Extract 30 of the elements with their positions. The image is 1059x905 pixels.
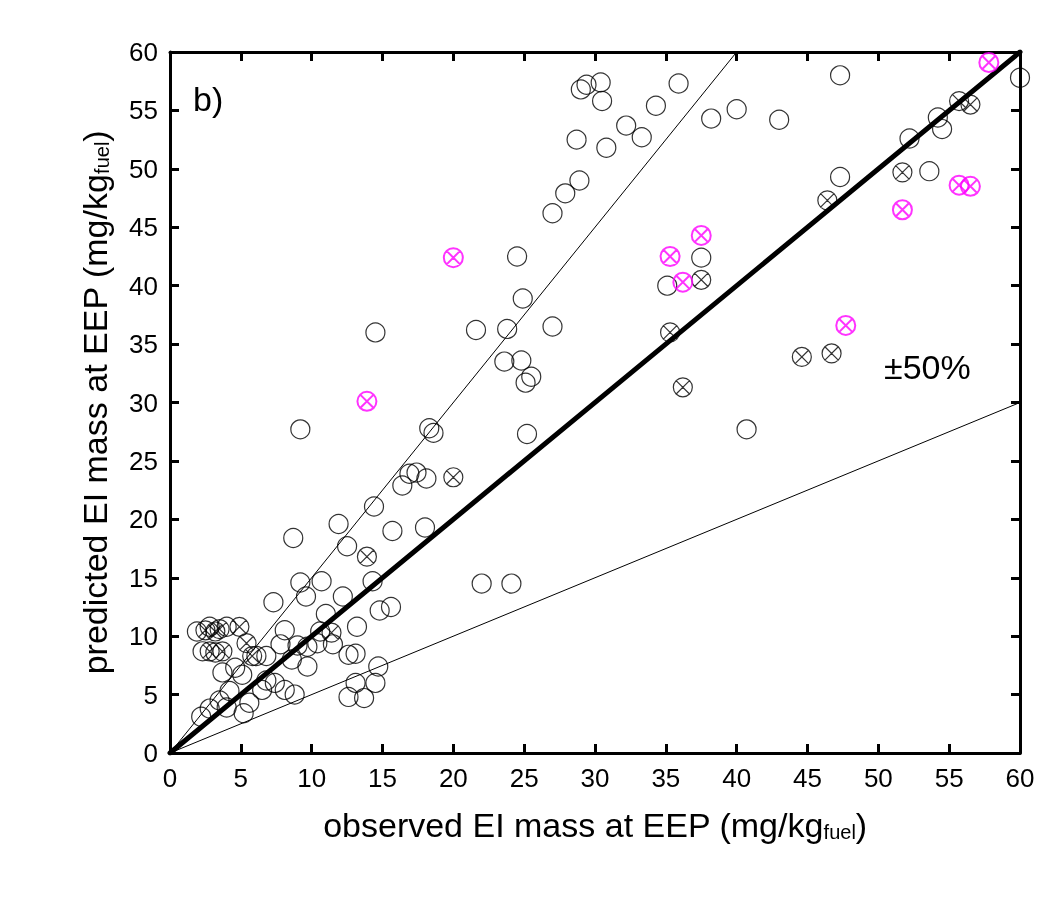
y-tick-label: 55 bbox=[129, 95, 158, 126]
x-tick-label: 5 bbox=[233, 763, 249, 793]
y-tick-label: 40 bbox=[129, 270, 158, 301]
y-tick-label: 30 bbox=[129, 387, 158, 418]
x-tick-label: 35 bbox=[651, 763, 681, 793]
y-tick-label: 50 bbox=[129, 153, 158, 184]
y-tick-label: 45 bbox=[129, 212, 158, 243]
y-tick-label: 5 bbox=[143, 679, 158, 710]
x-axis-title: observed EI mass at EEP (mg/kgfuel) bbox=[323, 806, 868, 844]
x-tick-label: 0 bbox=[162, 763, 178, 793]
x-tick-label: 55 bbox=[934, 763, 964, 793]
y-tick-label: 60 bbox=[129, 37, 158, 67]
annotation: ±50% bbox=[884, 348, 971, 386]
x-tick-label: 15 bbox=[368, 763, 397, 793]
x-tick-label: 45 bbox=[793, 763, 822, 793]
x-tick-label: 30 bbox=[580, 763, 610, 793]
x-tick-label: 60 bbox=[1005, 763, 1035, 793]
y-tick-label: 20 bbox=[129, 504, 158, 535]
y-tick-label: 35 bbox=[129, 329, 158, 360]
y-tick-label: 10 bbox=[129, 621, 158, 652]
y-tick-label: 15 bbox=[129, 562, 158, 593]
x-tick-label: 50 bbox=[863, 763, 893, 793]
y-tick-label: 25 bbox=[129, 445, 158, 476]
x-tick-label: 25 bbox=[509, 763, 539, 793]
x-tick-label: 20 bbox=[438, 763, 468, 793]
y-tick-label: 0 bbox=[143, 738, 158, 768]
x-tick-label: 40 bbox=[722, 763, 752, 793]
annotation: b) bbox=[193, 80, 224, 118]
x-tick-label: 10 bbox=[297, 763, 327, 793]
y-axis-title: predicted EI mass at EEP (mg/kgfuel) bbox=[76, 130, 114, 675]
